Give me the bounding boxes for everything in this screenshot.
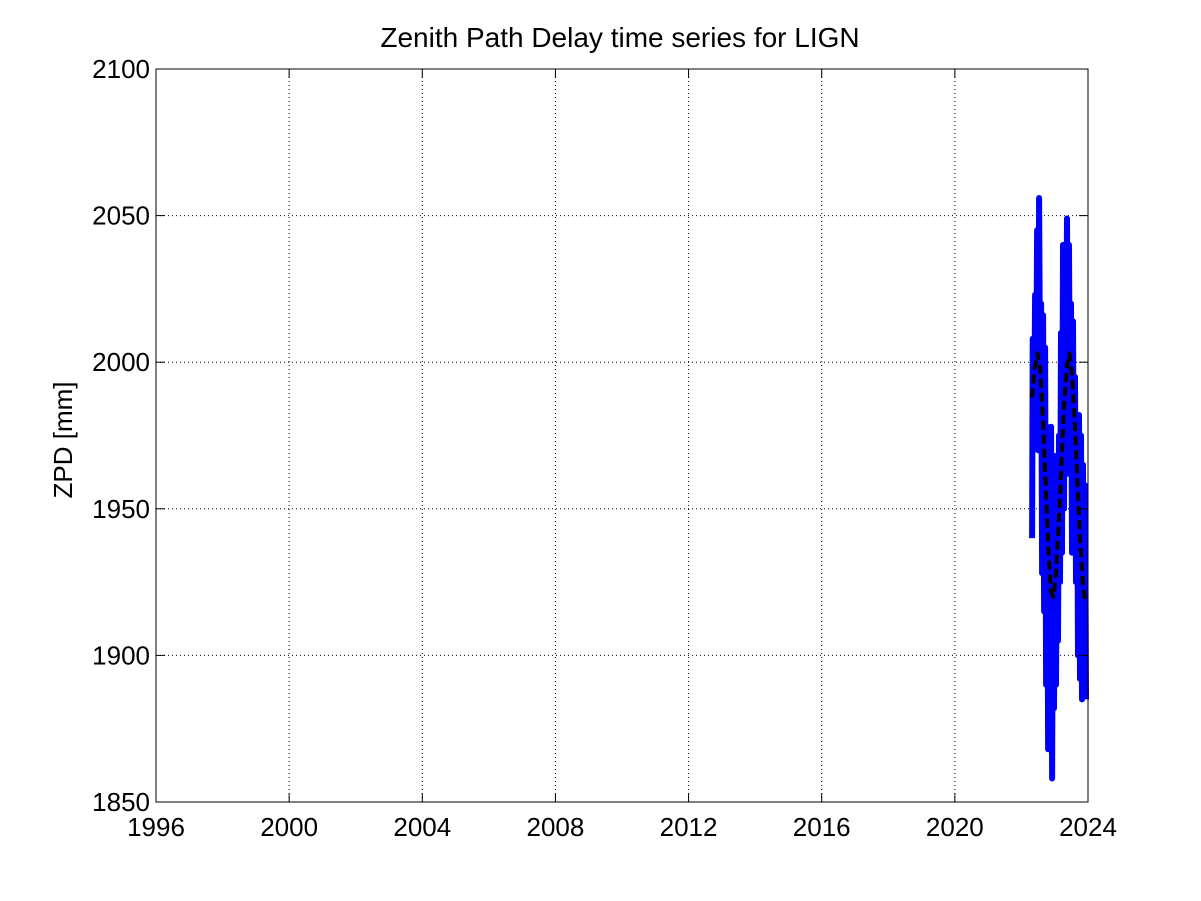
x-tick-label: 2004 bbox=[393, 812, 451, 842]
y-tick-label: 2100 bbox=[92, 54, 150, 84]
zpd-series-line bbox=[1029, 195, 1089, 782]
y-axis-tick-labels: 1850 1900 1950 2000 2050 2100 bbox=[92, 54, 150, 817]
plot-area bbox=[1029, 195, 1089, 782]
y-tick-label: 2050 bbox=[92, 201, 150, 231]
x-tick-label: 2008 bbox=[527, 812, 585, 842]
x-axis-tick-labels: 1996 2000 2004 2008 2012 2016 2020 2024 bbox=[127, 812, 1117, 842]
chart-title: Zenith Path Delay time series for LIGN bbox=[380, 22, 859, 53]
x-tick-label: 2016 bbox=[793, 812, 851, 842]
y-tick-label: 2000 bbox=[92, 347, 150, 377]
grid bbox=[155, 68, 1089, 803]
axes-box bbox=[155, 68, 1089, 803]
x-tick-label: 2024 bbox=[1059, 812, 1117, 842]
y-axis-label: ZPD [mm] bbox=[48, 382, 78, 499]
trend-line bbox=[1030, 351, 1088, 603]
x-tick-label: 2020 bbox=[926, 812, 984, 842]
y-tick-label: 1950 bbox=[92, 494, 150, 524]
x-tick-label: 2000 bbox=[260, 812, 318, 842]
x-tick-label: 1996 bbox=[127, 812, 185, 842]
x-tick-label: 2012 bbox=[660, 812, 718, 842]
axis-ticks bbox=[155, 68, 1089, 803]
y-tick-label: 1900 bbox=[92, 640, 150, 670]
y-tick-label: 1850 bbox=[92, 787, 150, 817]
